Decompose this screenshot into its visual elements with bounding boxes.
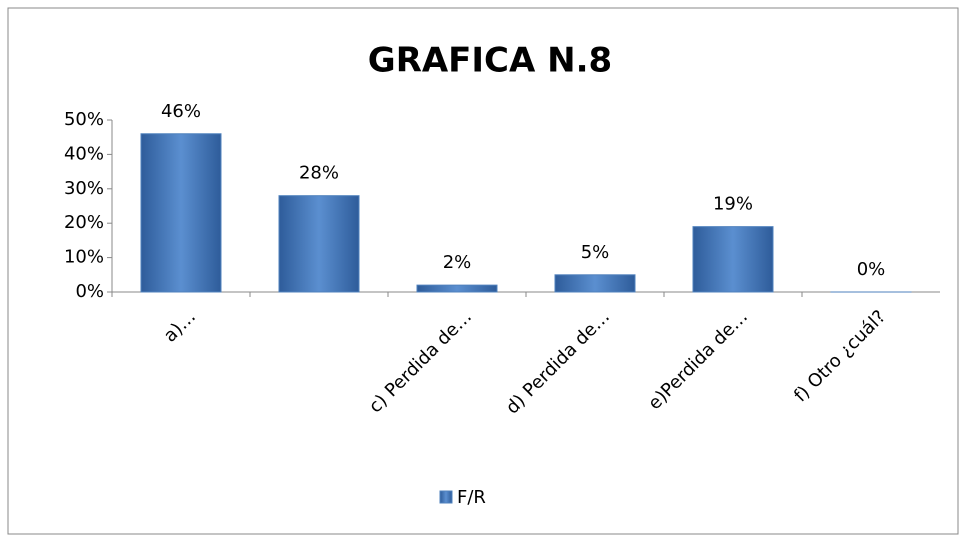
bar (140, 133, 222, 293)
y-tick-label: 0% (75, 281, 104, 302)
bar (692, 226, 774, 293)
y-tick-label: 40% (64, 143, 104, 164)
data-label: 5% (581, 242, 610, 263)
bar (278, 195, 360, 293)
y-tick-label: 50% (64, 109, 104, 130)
y-tick-label: 10% (64, 247, 104, 268)
y-tick-label: 20% (64, 212, 104, 233)
data-label: 28% (299, 163, 339, 184)
y-tick-label: 30% (64, 178, 104, 199)
data-label: 0% (857, 259, 886, 280)
legend-swatch (439, 490, 453, 504)
data-label: 2% (443, 252, 472, 273)
data-label: 19% (713, 194, 753, 215)
chart-title: GRAFICA N.8 (368, 41, 612, 81)
data-label: 46% (161, 101, 201, 122)
bar (416, 284, 498, 293)
legend-label: F/R (457, 487, 486, 508)
bar (554, 274, 636, 293)
